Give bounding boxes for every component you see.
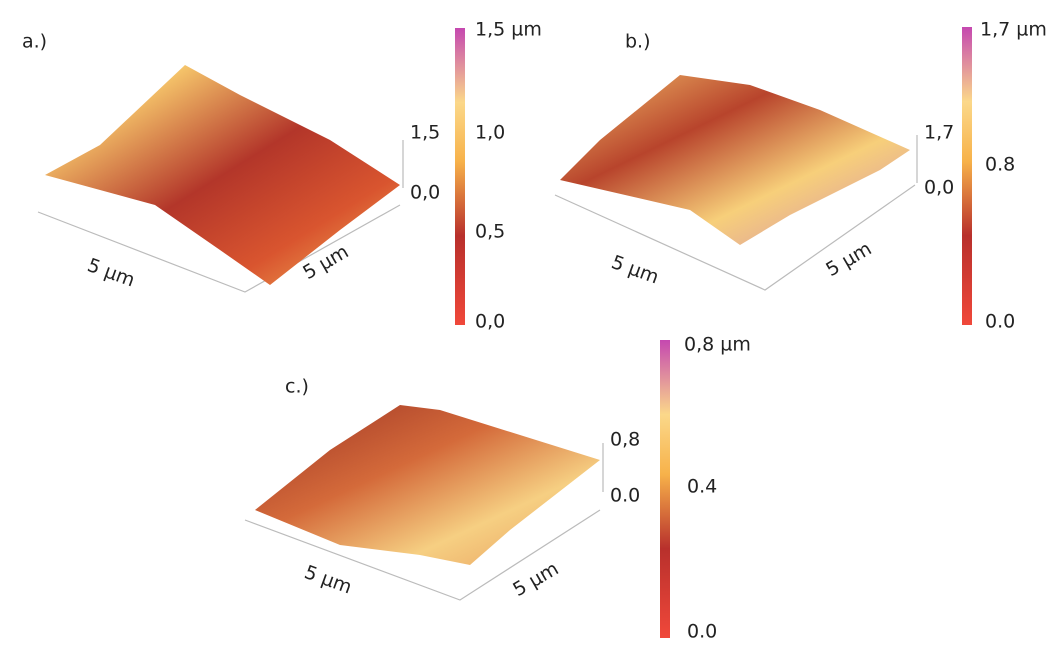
panel-a: a.) 1,5 0,0 5 µm 5 µm 1,5 µm 1,0 0,5 0,0	[22, 19, 542, 333]
surface	[560, 75, 910, 245]
z-tick-label: 0,0	[924, 177, 954, 199]
colorbar-label: 0.4	[687, 476, 717, 498]
z-tick-label: 1,5	[410, 122, 440, 144]
axis-label: 5 µm	[301, 561, 354, 598]
colorbar-label: 0.0	[687, 621, 717, 643]
figure: a.) 1,5 0,0 5 µm 5 µm 1,5 µm 1,0 0,5 0,0…	[0, 0, 1062, 647]
z-tick-label: 0,0	[410, 182, 440, 204]
colorbar-label: 1,5 µm	[475, 19, 542, 41]
colorbar-label: 0.8	[985, 154, 1015, 176]
colorbar	[962, 27, 972, 325]
axis-label: 5 µm	[509, 558, 562, 601]
colorbar-label: 0.0	[985, 311, 1015, 333]
z-tick-label: 1,7	[924, 122, 954, 144]
z-tick-label: 0.0	[610, 485, 640, 507]
colorbar	[660, 340, 670, 638]
colorbar-label: 0,8 µm	[684, 334, 751, 356]
surface	[255, 405, 600, 565]
colorbar-label: 1,0	[475, 122, 505, 144]
axis-label: 5 µm	[608, 251, 661, 288]
panel-label: a.)	[22, 31, 47, 53]
panel-b: b.) 1,7 0,0 5 µm 5 µm 1,7 µm 0.8 0.0	[555, 19, 1047, 333]
panel-label: c.)	[285, 376, 309, 398]
z-tick-label: 0,8	[610, 429, 640, 451]
panel-c: c.) 0,8 0.0 5 µm 5 µm 0,8 µm 0.4 0.0	[245, 334, 751, 643]
colorbar	[455, 28, 465, 325]
axis-label: 5 µm	[84, 254, 137, 291]
colorbar-label: 1,7 µm	[980, 19, 1047, 41]
colorbar-label: 0,0	[475, 311, 505, 333]
colorbar-label: 0,5	[475, 221, 505, 243]
panel-label: b.)	[625, 31, 651, 53]
